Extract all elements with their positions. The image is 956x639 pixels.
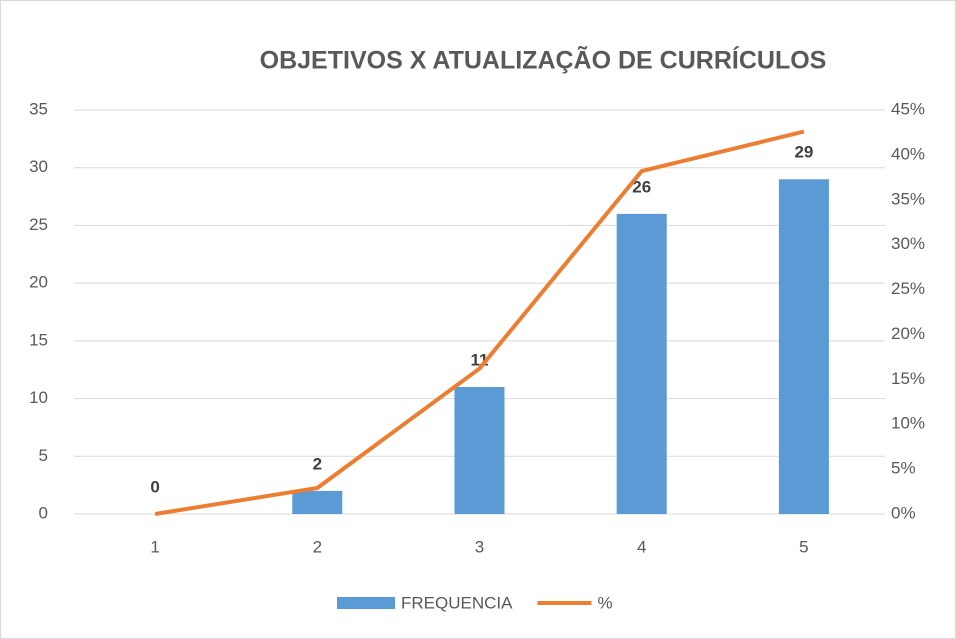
y-tick-label: 20 [29, 273, 48, 292]
y-tick-label: 30 [29, 157, 48, 176]
bar [454, 387, 505, 514]
legend-swatch [337, 597, 395, 609]
x-tick-label: 1 [150, 537, 159, 556]
y2-tick-label: 0% [891, 503, 916, 522]
y2-tick-label: 30% [891, 234, 925, 253]
y2-tick-label: 15% [891, 369, 925, 388]
x-tick-label: 4 [637, 537, 646, 556]
x-tick-label: 2 [313, 537, 322, 556]
legend-label: % [597, 593, 612, 612]
y2-tick-label: 5% [891, 459, 916, 478]
y2-tick-label: 10% [891, 414, 925, 433]
x-tick-label: 3 [475, 537, 484, 556]
bar [616, 213, 667, 514]
y-tick-label: 15 [29, 330, 48, 349]
x-tick-label: 5 [799, 537, 808, 556]
y2-tick-label: 45% [891, 99, 925, 118]
data-label: 0 [150, 477, 159, 496]
line [154, 129, 805, 516]
y2-tick-label: 40% [891, 144, 925, 163]
data-label: 29 [794, 143, 813, 162]
y2-tick-label: 25% [891, 279, 925, 298]
y-tick-label: 25 [29, 215, 48, 234]
y2-tick-label: 35% [891, 189, 925, 208]
data-label: 26 [632, 177, 651, 196]
y-tick-label: 10 [29, 388, 48, 407]
data-label: 2 [313, 454, 322, 473]
y2-tick-label: 20% [891, 324, 925, 343]
bar [778, 179, 829, 514]
legend-label: FREQUENCIA [401, 593, 513, 612]
chart-title: OBJETIVOS X ATUALIZAÇÃO DE CURRÍCULOS [260, 45, 827, 75]
bar [292, 490, 343, 514]
y-tick-label: 35 [29, 99, 48, 118]
y-tick-label: 5 [39, 446, 48, 465]
y-tick-label: 0 [39, 503, 48, 522]
